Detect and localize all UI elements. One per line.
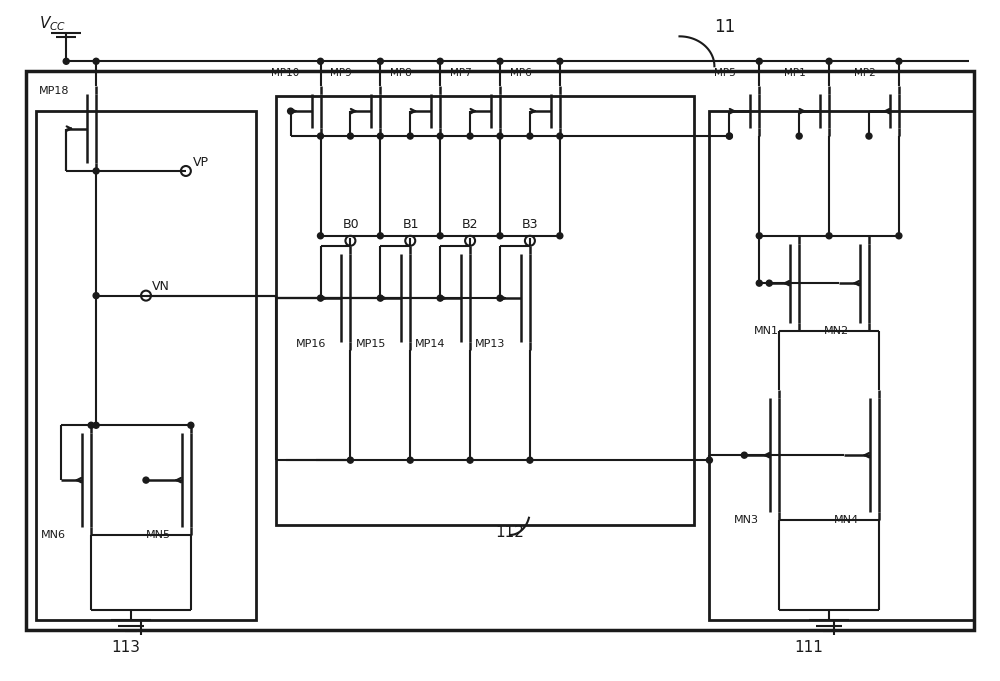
Bar <box>26 72 974 630</box>
Text: MP15: MP15 <box>355 339 386 349</box>
Text: MN6: MN6 <box>41 530 66 540</box>
Text: MP9: MP9 <box>330 68 352 78</box>
Text: MP10: MP10 <box>271 68 299 78</box>
Circle shape <box>467 457 473 463</box>
Circle shape <box>766 280 772 286</box>
Text: 112: 112 <box>495 525 524 540</box>
Circle shape <box>497 133 503 139</box>
Text: VN: VN <box>152 280 170 293</box>
Text: MP6: MP6 <box>510 68 532 78</box>
Circle shape <box>726 133 732 139</box>
Circle shape <box>756 233 762 239</box>
Circle shape <box>377 295 383 301</box>
Text: MP18: MP18 <box>39 86 70 96</box>
Circle shape <box>741 452 747 458</box>
Text: MP16: MP16 <box>296 339 326 349</box>
Circle shape <box>756 280 762 286</box>
Circle shape <box>437 295 443 301</box>
Text: MP8: MP8 <box>390 68 412 78</box>
Circle shape <box>318 133 323 139</box>
Text: MN2: MN2 <box>824 326 849 336</box>
Circle shape <box>437 59 443 64</box>
Circle shape <box>288 108 294 114</box>
Circle shape <box>467 133 473 139</box>
Text: MN5: MN5 <box>146 530 171 540</box>
Circle shape <box>826 233 832 239</box>
Circle shape <box>188 422 194 428</box>
Circle shape <box>557 233 563 239</box>
Text: B3: B3 <box>522 218 538 231</box>
Circle shape <box>93 168 99 174</box>
Circle shape <box>347 133 353 139</box>
Text: MN1: MN1 <box>754 326 779 336</box>
Text: 113: 113 <box>111 639 140 654</box>
Circle shape <box>377 59 383 64</box>
Circle shape <box>93 293 99 298</box>
Circle shape <box>88 422 94 428</box>
Text: MP5: MP5 <box>714 68 736 78</box>
Circle shape <box>93 59 99 64</box>
Circle shape <box>826 59 832 64</box>
Bar <box>36 111 256 620</box>
Circle shape <box>377 133 383 139</box>
Text: B1: B1 <box>402 218 419 231</box>
Circle shape <box>143 477 149 483</box>
Circle shape <box>318 295 323 301</box>
Text: MP13: MP13 <box>475 339 505 349</box>
Circle shape <box>866 133 872 139</box>
Circle shape <box>63 59 69 64</box>
Text: MP14: MP14 <box>415 339 446 349</box>
Circle shape <box>407 133 413 139</box>
Circle shape <box>497 59 503 64</box>
Circle shape <box>527 133 533 139</box>
Text: MP2: MP2 <box>854 68 876 78</box>
Circle shape <box>407 457 413 463</box>
Bar <box>709 111 974 620</box>
Circle shape <box>377 233 383 239</box>
Text: MP7: MP7 <box>450 68 472 78</box>
Bar <box>276 96 694 525</box>
Text: VP: VP <box>193 156 209 169</box>
Text: MN3: MN3 <box>734 515 759 525</box>
Circle shape <box>93 422 99 428</box>
Circle shape <box>557 133 563 139</box>
Text: B2: B2 <box>462 218 479 231</box>
Circle shape <box>318 59 323 64</box>
Circle shape <box>527 457 533 463</box>
Circle shape <box>756 59 762 64</box>
Circle shape <box>796 133 802 139</box>
Circle shape <box>896 233 902 239</box>
Circle shape <box>497 233 503 239</box>
Circle shape <box>896 59 902 64</box>
Text: $V_{CC}$: $V_{CC}$ <box>39 15 67 33</box>
Circle shape <box>437 233 443 239</box>
Text: B0: B0 <box>342 218 359 231</box>
Text: MP1: MP1 <box>784 68 806 78</box>
Text: 111: 111 <box>794 639 823 654</box>
Circle shape <box>347 457 353 463</box>
Circle shape <box>706 457 712 463</box>
Text: MN4: MN4 <box>834 515 859 525</box>
Circle shape <box>497 295 503 301</box>
Circle shape <box>437 133 443 139</box>
Circle shape <box>557 59 563 64</box>
Text: 11: 11 <box>714 18 736 36</box>
Circle shape <box>726 133 732 139</box>
Circle shape <box>318 233 323 239</box>
